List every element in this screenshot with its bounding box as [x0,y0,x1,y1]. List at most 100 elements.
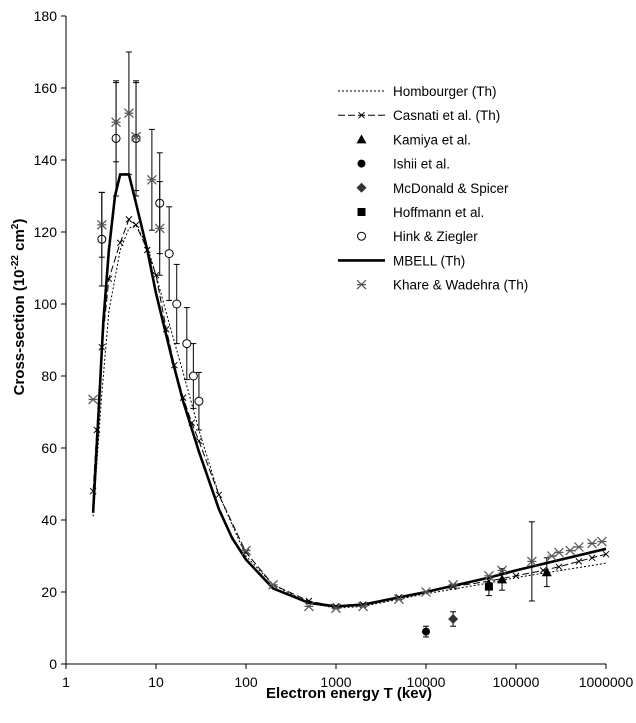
y-title-exp2: 2 [10,223,21,229]
y-title-end: ) [11,219,28,224]
legend-marker [357,159,366,168]
data-point [497,574,508,584]
x-tick-label: 100000 [493,674,540,690]
data-point [526,556,537,567]
data-point [172,299,182,309]
data-point [393,594,404,605]
marker-shape [164,249,174,259]
data-point [554,547,564,558]
marker-shape [357,231,366,241]
series-hombourger-th [92,224,607,609]
data-point [587,538,597,549]
data-point [448,579,459,590]
data-point [164,249,174,259]
x-tick-label: 1000000 [579,674,634,690]
marker-shape [448,614,459,624]
data-point [602,550,610,558]
marker-shape [172,299,182,309]
legend-marker [357,208,366,216]
legend: Hombourger (Th) Casnati et al. (Th) Kamiya… [338,84,528,293]
series-mbell-th [91,173,607,608]
legend-marker [356,279,367,290]
legend-label: Hink & Ziegler [393,229,478,244]
marker-stroke [512,572,520,580]
legend-marker [357,231,366,241]
plot-area [88,51,610,638]
data-point [88,394,99,405]
data-point [194,396,204,406]
data-point [131,131,141,142]
legend-marker [358,111,365,119]
data-point [422,627,430,636]
data-point [596,536,607,547]
marker-stroke [602,550,610,558]
data-point [116,239,124,247]
data-point [512,572,520,580]
legend-entry-mcdonald-spicer: McDonald & Spicer [356,181,509,196]
data-point [541,567,552,577]
data-point [575,558,583,565]
x-tick-label: 1000 [320,674,351,690]
y-tick-label: 20 [41,584,57,600]
legend-entry-khare-wadehra-th: Khare & Wadehra (Th) [356,278,528,293]
marker-shape [484,582,493,591]
x-axis-title: Electron energy T (kev) [266,685,432,702]
y-title-main: Cross-section (10 [11,270,28,396]
data-point [331,603,341,614]
marker-shape [422,627,430,636]
axes: 0 20 40 60 80 100 120 140 160 180 1 10 100 1000 10000 1… [34,8,634,690]
marker-shape [357,159,366,168]
marker-stroke [539,567,547,574]
data-point [565,545,576,556]
y-tick-label: 120 [34,224,58,240]
data-point [555,563,563,571]
marker-stroke [125,216,133,223]
legend-label: Khare & Wadehra (Th) [393,278,528,293]
marker-shape [497,574,508,584]
data-point [484,582,493,591]
data-point [421,587,431,597]
legend-entry-mbell-th: MBELL (Th) [338,253,465,268]
data-point [125,216,133,223]
data-point [215,491,223,499]
x-tick-label: 10 [148,674,164,690]
marker-shape [357,208,366,216]
y-tick-label: 40 [41,512,57,528]
y-tick-label: 160 [34,80,58,96]
legend-entry-casnati-et-al-th: Casnati et al. (Th) [338,108,500,123]
y-tick-label: 100 [34,296,58,312]
data-point [146,174,157,185]
series-line [92,218,607,607]
legend-entry-kamiya-et-al: Kamiya et al. [356,132,471,147]
y-title-exp1: -22 [10,255,21,270]
data-point [573,542,584,552]
data-point [268,579,279,590]
legend-entry-hink-ziegler: Hink & Ziegler [357,229,478,244]
series-khare-wadehra-th [88,51,607,614]
marker-stroke [575,558,583,565]
marker-stroke [358,111,365,119]
legend-label: Ishii et al. [393,157,450,172]
legend-entry-hoffmann-et-al: Hoffmann et al. [357,205,484,220]
legend-marker [356,134,367,144]
legend-label: MBELL (Th) [393,253,465,268]
y-tick-label: 180 [34,8,58,24]
marker-stroke [588,554,596,562]
y-title-mid: cm [11,229,28,255]
legend-entry-hombourger-th: Hombourger (Th) [338,84,497,99]
x-tick-label: 1 [62,674,70,690]
legend-marker [356,182,367,193]
data-point [96,219,107,230]
legend-label: Kamiya et al. [393,132,471,147]
x-tick-label: 100 [234,674,258,690]
data-point [358,601,369,612]
legend-label: Casnati et al. (Th) [393,108,500,123]
marker-stroke [132,221,140,229]
data-point [132,221,140,229]
data-point [182,339,192,349]
data-point [497,565,507,576]
data-point [588,554,596,562]
data-point [241,545,251,556]
marker-shape [194,396,204,406]
data-point [154,223,165,234]
